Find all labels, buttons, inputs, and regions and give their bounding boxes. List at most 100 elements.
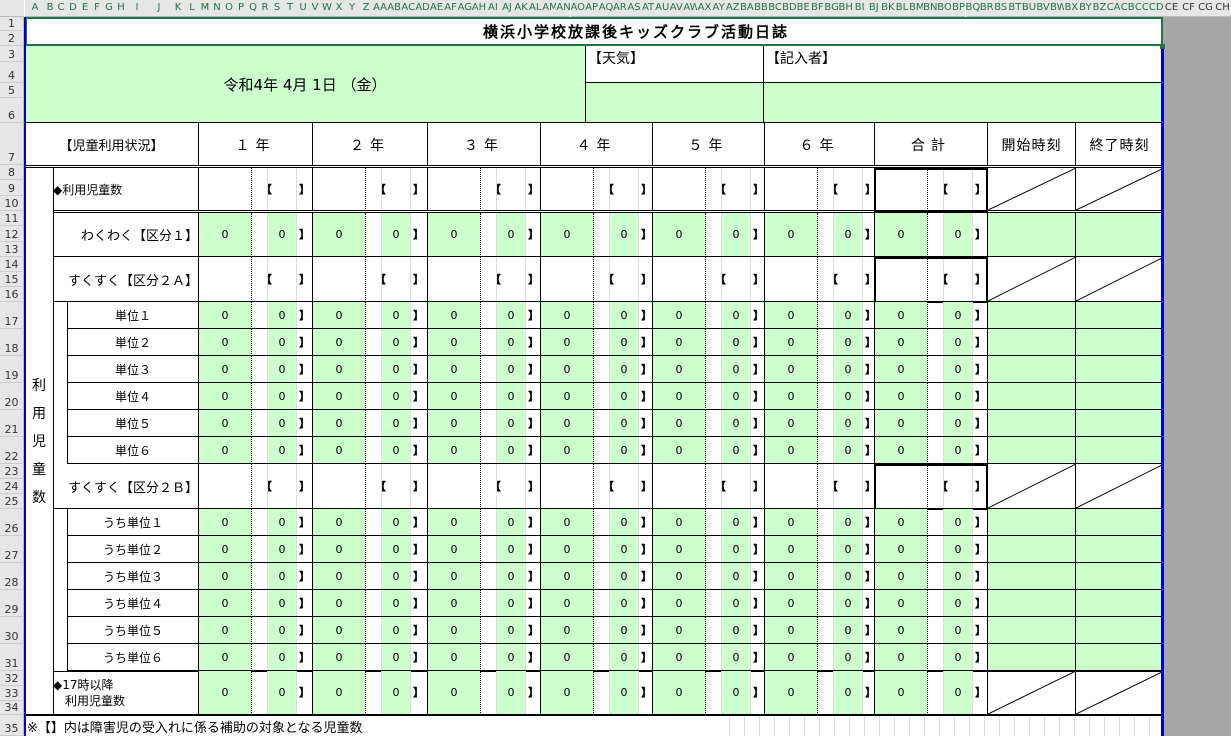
- column-header-C[interactable]: C: [55, 0, 67, 17]
- count-cell-5[interactable]: [652, 168, 706, 211]
- disabled-count-cell-5[interactable]: [721, 168, 751, 210]
- disabled-count-cell-7[interactable]: 0: [943, 536, 973, 562]
- column-header-H[interactable]: H: [115, 0, 127, 17]
- count-cell-5[interactable]: 0: [652, 563, 706, 590]
- row-header-20[interactable]: 20: [0, 383, 24, 410]
- column-header-CE[interactable]: CE: [1163, 0, 1180, 17]
- time-cell-end[interactable]: [1075, 329, 1164, 356]
- time-cell-start[interactable]: [987, 590, 1076, 617]
- disabled-count-cell-3[interactable]: 0: [496, 563, 526, 589]
- count-cell-4[interactable]: 0: [540, 536, 594, 563]
- count-cell-3[interactable]: 0: [427, 302, 481, 329]
- time-cell-start[interactable]: [987, 437, 1076, 464]
- count-cell-2[interactable]: 0: [312, 509, 366, 536]
- row-header-9[interactable]: 9: [0, 180, 24, 196]
- count-cell-7[interactable]: 0: [874, 509, 928, 536]
- column-header-BZ[interactable]: BZ: [1092, 0, 1107, 17]
- disabled-count-cell-4[interactable]: 0: [609, 356, 639, 382]
- disabled-count-cell-6[interactable]: [833, 464, 863, 508]
- count-cell-2[interactable]: 0: [312, 590, 366, 617]
- row-header-21[interactable]: 21: [0, 410, 24, 437]
- count-cell-4[interactable]: 0: [540, 617, 594, 644]
- column-header-AL[interactable]: AL: [528, 0, 543, 17]
- column-header-E[interactable]: E: [79, 0, 91, 17]
- count-cell-6[interactable]: 0: [764, 213, 818, 257]
- column-header-BD[interactable]: BD: [782, 0, 797, 17]
- disabled-count-cell-4[interactable]: 0: [609, 536, 639, 562]
- disabled-count-cell-6[interactable]: 0: [833, 617, 863, 643]
- count-cell-7[interactable]: 0: [874, 563, 928, 590]
- column-header-G[interactable]: G: [103, 0, 115, 17]
- row-header-28[interactable]: 28: [0, 563, 24, 590]
- count-cell-1[interactable]: 0: [198, 671, 252, 715]
- count-cell-6[interactable]: 0: [764, 563, 818, 590]
- count-cell-2[interactable]: 0: [312, 410, 366, 437]
- count-cell-3[interactable]: 0: [427, 563, 481, 590]
- disabled-count-cell-1[interactable]: 0: [267, 437, 297, 463]
- row-header-16[interactable]: 16: [0, 287, 24, 302]
- time-cell-start[interactable]: [987, 509, 1076, 536]
- count-cell-4[interactable]: [540, 257, 594, 302]
- count-cell-5[interactable]: 0: [652, 356, 706, 383]
- row-header-24[interactable]: 24: [0, 479, 24, 494]
- row-header-25[interactable]: 25: [0, 494, 24, 509]
- column-header-K[interactable]: K: [171, 0, 185, 17]
- disabled-count-cell-4[interactable]: 0: [609, 329, 639, 355]
- count-cell-6[interactable]: 0: [764, 302, 818, 329]
- disabled-count-cell-5[interactable]: 0: [721, 536, 751, 562]
- disabled-count-cell-7[interactable]: 0: [943, 509, 973, 535]
- disabled-count-cell-1[interactable]: 0: [267, 302, 297, 328]
- disabled-count-cell-1[interactable]: [267, 168, 297, 210]
- count-cell-3[interactable]: 0: [427, 356, 481, 383]
- count-cell-1[interactable]: 0: [198, 410, 252, 437]
- count-cell-4[interactable]: 0: [540, 644, 594, 671]
- count-cell-5[interactable]: 0: [652, 329, 706, 356]
- count-cell-5[interactable]: 0: [652, 509, 706, 536]
- column-header-AD[interactable]: AD: [415, 0, 430, 17]
- count-cell-7[interactable]: 0: [874, 617, 928, 644]
- disabled-count-cell-6[interactable]: 0: [833, 563, 863, 589]
- disabled-count-cell-2[interactable]: 0: [381, 213, 411, 256]
- disabled-count-cell-5[interactable]: 0: [721, 437, 751, 463]
- count-cell-2[interactable]: 0: [312, 563, 366, 590]
- disabled-count-cell-2[interactable]: 0: [381, 536, 411, 562]
- count-cell-3[interactable]: 0: [427, 617, 481, 644]
- disabled-count-cell-4[interactable]: [609, 168, 639, 210]
- time-cell-start[interactable]: [987, 644, 1076, 671]
- column-header-CH[interactable]: CH: [1214, 0, 1231, 17]
- column-header-F[interactable]: F: [91, 0, 103, 17]
- time-cell-end[interactable]: [1075, 563, 1164, 590]
- row-header-34[interactable]: 34: [0, 701, 24, 715]
- disabled-count-cell-2[interactable]: [381, 257, 411, 301]
- column-header-J[interactable]: J: [147, 0, 171, 17]
- count-cell-1[interactable]: 0: [198, 213, 252, 257]
- count-cell-3[interactable]: 0: [427, 213, 481, 257]
- column-header-BH[interactable]: BH: [838, 0, 853, 17]
- disabled-count-cell-7[interactable]: [943, 464, 973, 508]
- count-cell-5[interactable]: [652, 464, 706, 509]
- column-header-BV[interactable]: BV: [1036, 0, 1051, 17]
- count-cell-2[interactable]: 0: [312, 671, 366, 715]
- column-header-BE[interactable]: BE: [796, 0, 811, 17]
- disabled-count-cell-6[interactable]: [833, 257, 863, 301]
- count-cell-2[interactable]: 0: [312, 356, 366, 383]
- count-cell-6[interactable]: 0: [764, 536, 818, 563]
- count-cell-6[interactable]: 0: [764, 383, 818, 410]
- row-header-5[interactable]: 5: [0, 83, 24, 98]
- disabled-count-cell-6[interactable]: 0: [833, 590, 863, 616]
- disabled-count-cell-4[interactable]: 0: [609, 644, 639, 670]
- disabled-count-cell-3[interactable]: 0: [496, 329, 526, 355]
- count-cell-5[interactable]: 0: [652, 437, 706, 464]
- column-header-CB[interactable]: CB: [1120, 0, 1135, 17]
- column-header-BW[interactable]: BW: [1050, 0, 1065, 17]
- count-cell-3[interactable]: 0: [427, 644, 481, 671]
- count-cell-2[interactable]: 0: [312, 302, 366, 329]
- disabled-count-cell-6[interactable]: 0: [833, 437, 863, 463]
- column-header-BY[interactable]: BY: [1078, 0, 1093, 17]
- time-cell-end[interactable]: [1075, 410, 1164, 437]
- count-cell-1[interactable]: [198, 168, 252, 211]
- disabled-count-cell-3[interactable]: 0: [496, 410, 526, 436]
- disabled-count-cell-6[interactable]: 0: [833, 356, 863, 382]
- disabled-count-cell-2[interactable]: 0: [381, 329, 411, 355]
- column-header-BG[interactable]: BG: [824, 0, 839, 17]
